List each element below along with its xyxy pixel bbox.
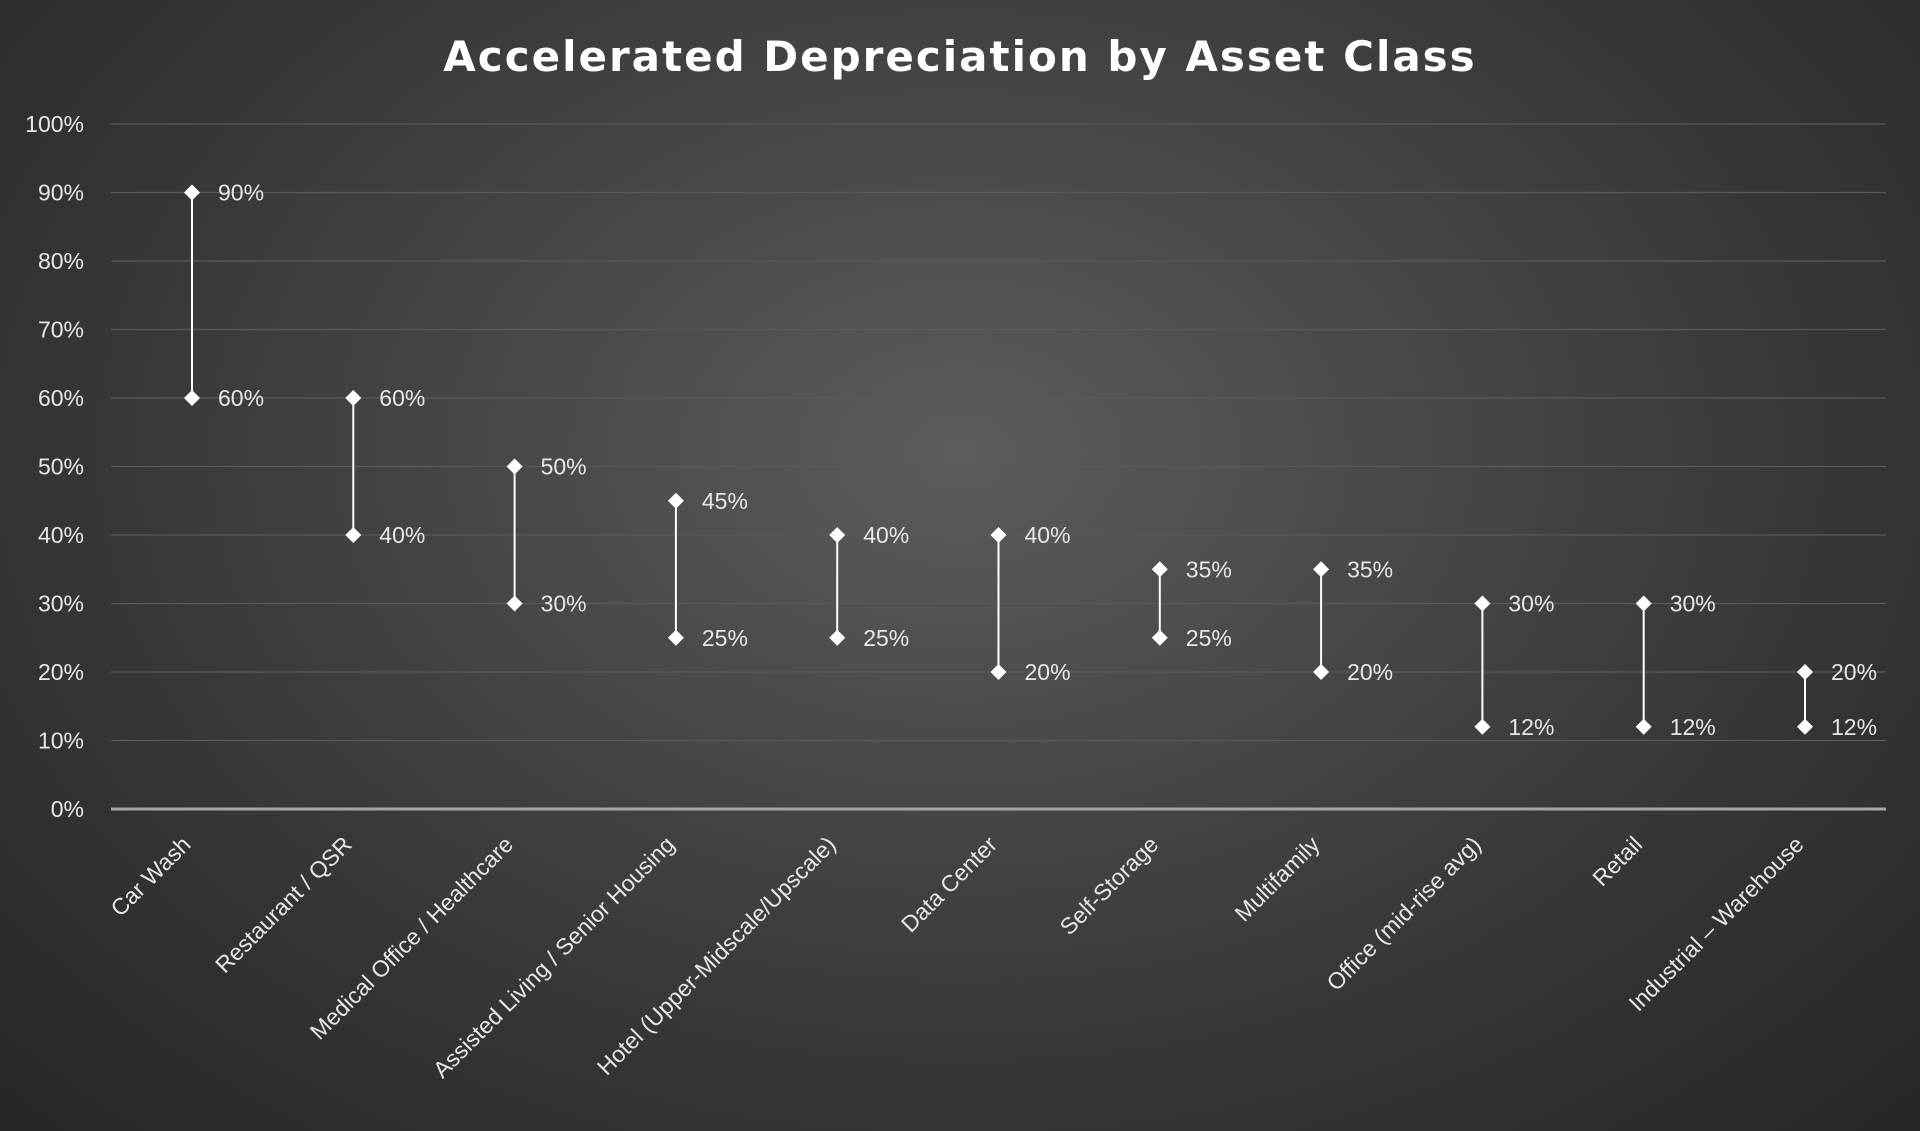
x-category-label: Restaurant / QSR [210,831,357,978]
y-tick-label: 60% [38,385,84,411]
high-marker [1313,561,1330,578]
high-value-label: 40% [1025,522,1071,548]
low-marker [345,527,362,543]
y-tick-label: 100% [25,111,84,137]
high-marker [1151,561,1168,578]
high-value-label: 60% [379,385,425,411]
x-category-label: Industrial – Warehouse [1624,831,1809,1016]
y-tick-label: 90% [38,180,84,206]
high-value-label: 90% [218,180,264,206]
y-tick-label: 20% [38,659,84,685]
range-markers [184,184,1813,735]
high-marker [1474,595,1491,612]
low-value-label: 30% [541,591,587,617]
low-marker [1313,664,1330,680]
high-marker [990,527,1007,543]
high-marker [829,527,846,543]
high-marker [184,184,200,201]
high-value-label: 35% [1186,556,1232,582]
high-marker [1635,595,1652,612]
low-marker [1797,718,1813,735]
low-value-label: 12% [1831,714,1877,740]
range-lines [191,192,1806,727]
y-tick-label: 50% [38,454,84,480]
gridlines [111,123,1886,742]
low-marker [506,595,523,612]
x-category-label: Office (mid-rise avg) [1321,831,1485,995]
high-value-label: 30% [1670,591,1716,617]
low-marker [990,664,1007,680]
low-marker [667,629,684,646]
low-marker [1474,718,1491,735]
high-value-label: 50% [541,454,587,480]
y-tick-label: 70% [38,317,84,343]
low-marker [184,390,200,406]
high-value-label: 30% [1508,591,1554,617]
low-marker [829,629,846,646]
high-marker [345,390,362,406]
x-category-label: Data Center [896,831,1002,937]
y-tick-label: 80% [38,248,84,274]
high-marker [667,492,684,509]
y-tick-label: 0% [51,796,84,822]
high-value-label: 20% [1831,659,1877,685]
low-marker [1151,629,1168,646]
data-labels: 90% 60% 60% 40% 50% 30% 45% 25% 40% 25% 40% 20% 35% 2… [218,180,1877,740]
low-value-label: 25% [702,625,748,651]
x-category-label: Self-Storage [1055,831,1164,940]
low-value-label: 25% [863,625,909,651]
low-value-label: 60% [218,385,264,411]
y-tick-label: 30% [38,591,84,617]
x-category-label: Multifamily [1229,831,1325,927]
high-value-label: 45% [702,488,748,514]
x-category-label: Retail [1587,831,1647,891]
chart-title: Accelerated Depreciation by Asset Class [443,32,1476,81]
y-axis-ticks: 0% 10% 20% 30% 40% 50% 60% 70% 80% 90% 100% [25,111,84,822]
high-value-label: 35% [1347,556,1393,582]
low-value-label: 12% [1508,714,1554,740]
y-tick-label: 40% [38,522,84,548]
high-marker [1797,664,1813,680]
x-category-label: Car Wash [105,831,195,921]
high-value-label: 40% [863,522,909,548]
low-value-label: 12% [1670,714,1716,740]
low-value-label: 25% [1186,625,1232,651]
y-tick-label: 10% [38,728,84,754]
high-marker [506,458,523,475]
low-value-label: 40% [379,522,425,548]
low-marker [1635,718,1652,735]
low-value-label: 20% [1347,659,1393,685]
low-value-label: 20% [1025,659,1071,685]
